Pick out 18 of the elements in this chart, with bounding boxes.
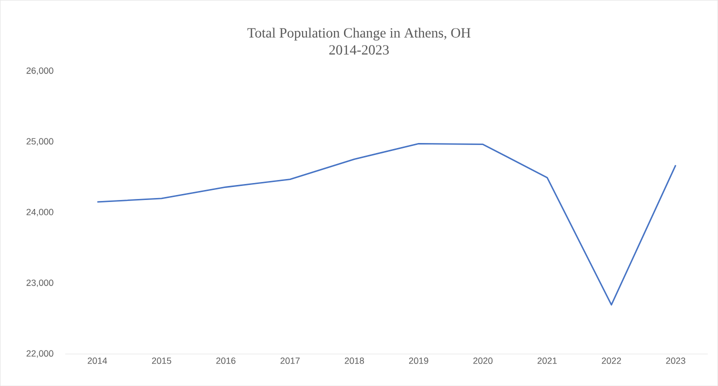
y-tick-label: 24,000 xyxy=(26,208,54,216)
line-series xyxy=(96,142,676,306)
x-tick-label: 2019 xyxy=(409,357,428,364)
x-tick-label: 2022 xyxy=(602,357,621,364)
x-tick-label: 2018 xyxy=(344,357,364,364)
x-tick-label: 2015 xyxy=(152,357,172,364)
chart-subtitle: 2014-2023 xyxy=(329,45,389,55)
y-tick-label: 23,000 xyxy=(26,279,54,287)
x-tick-label: 2021 xyxy=(538,357,557,364)
x-tick-label: 2014 xyxy=(88,357,108,364)
y-tick-label: 22,000 xyxy=(26,350,54,358)
x-tick-label: 2023 xyxy=(666,357,686,364)
y-tick-label: 26,000 xyxy=(26,67,54,75)
x-tick-label: 2017 xyxy=(280,357,300,364)
chart-title: Total Population Change in Athens, OH xyxy=(247,28,470,40)
x-tick-label: 2016 xyxy=(216,357,236,364)
x-tick-label: 2020 xyxy=(473,357,493,364)
y-tick-label: 25,000 xyxy=(26,138,54,146)
